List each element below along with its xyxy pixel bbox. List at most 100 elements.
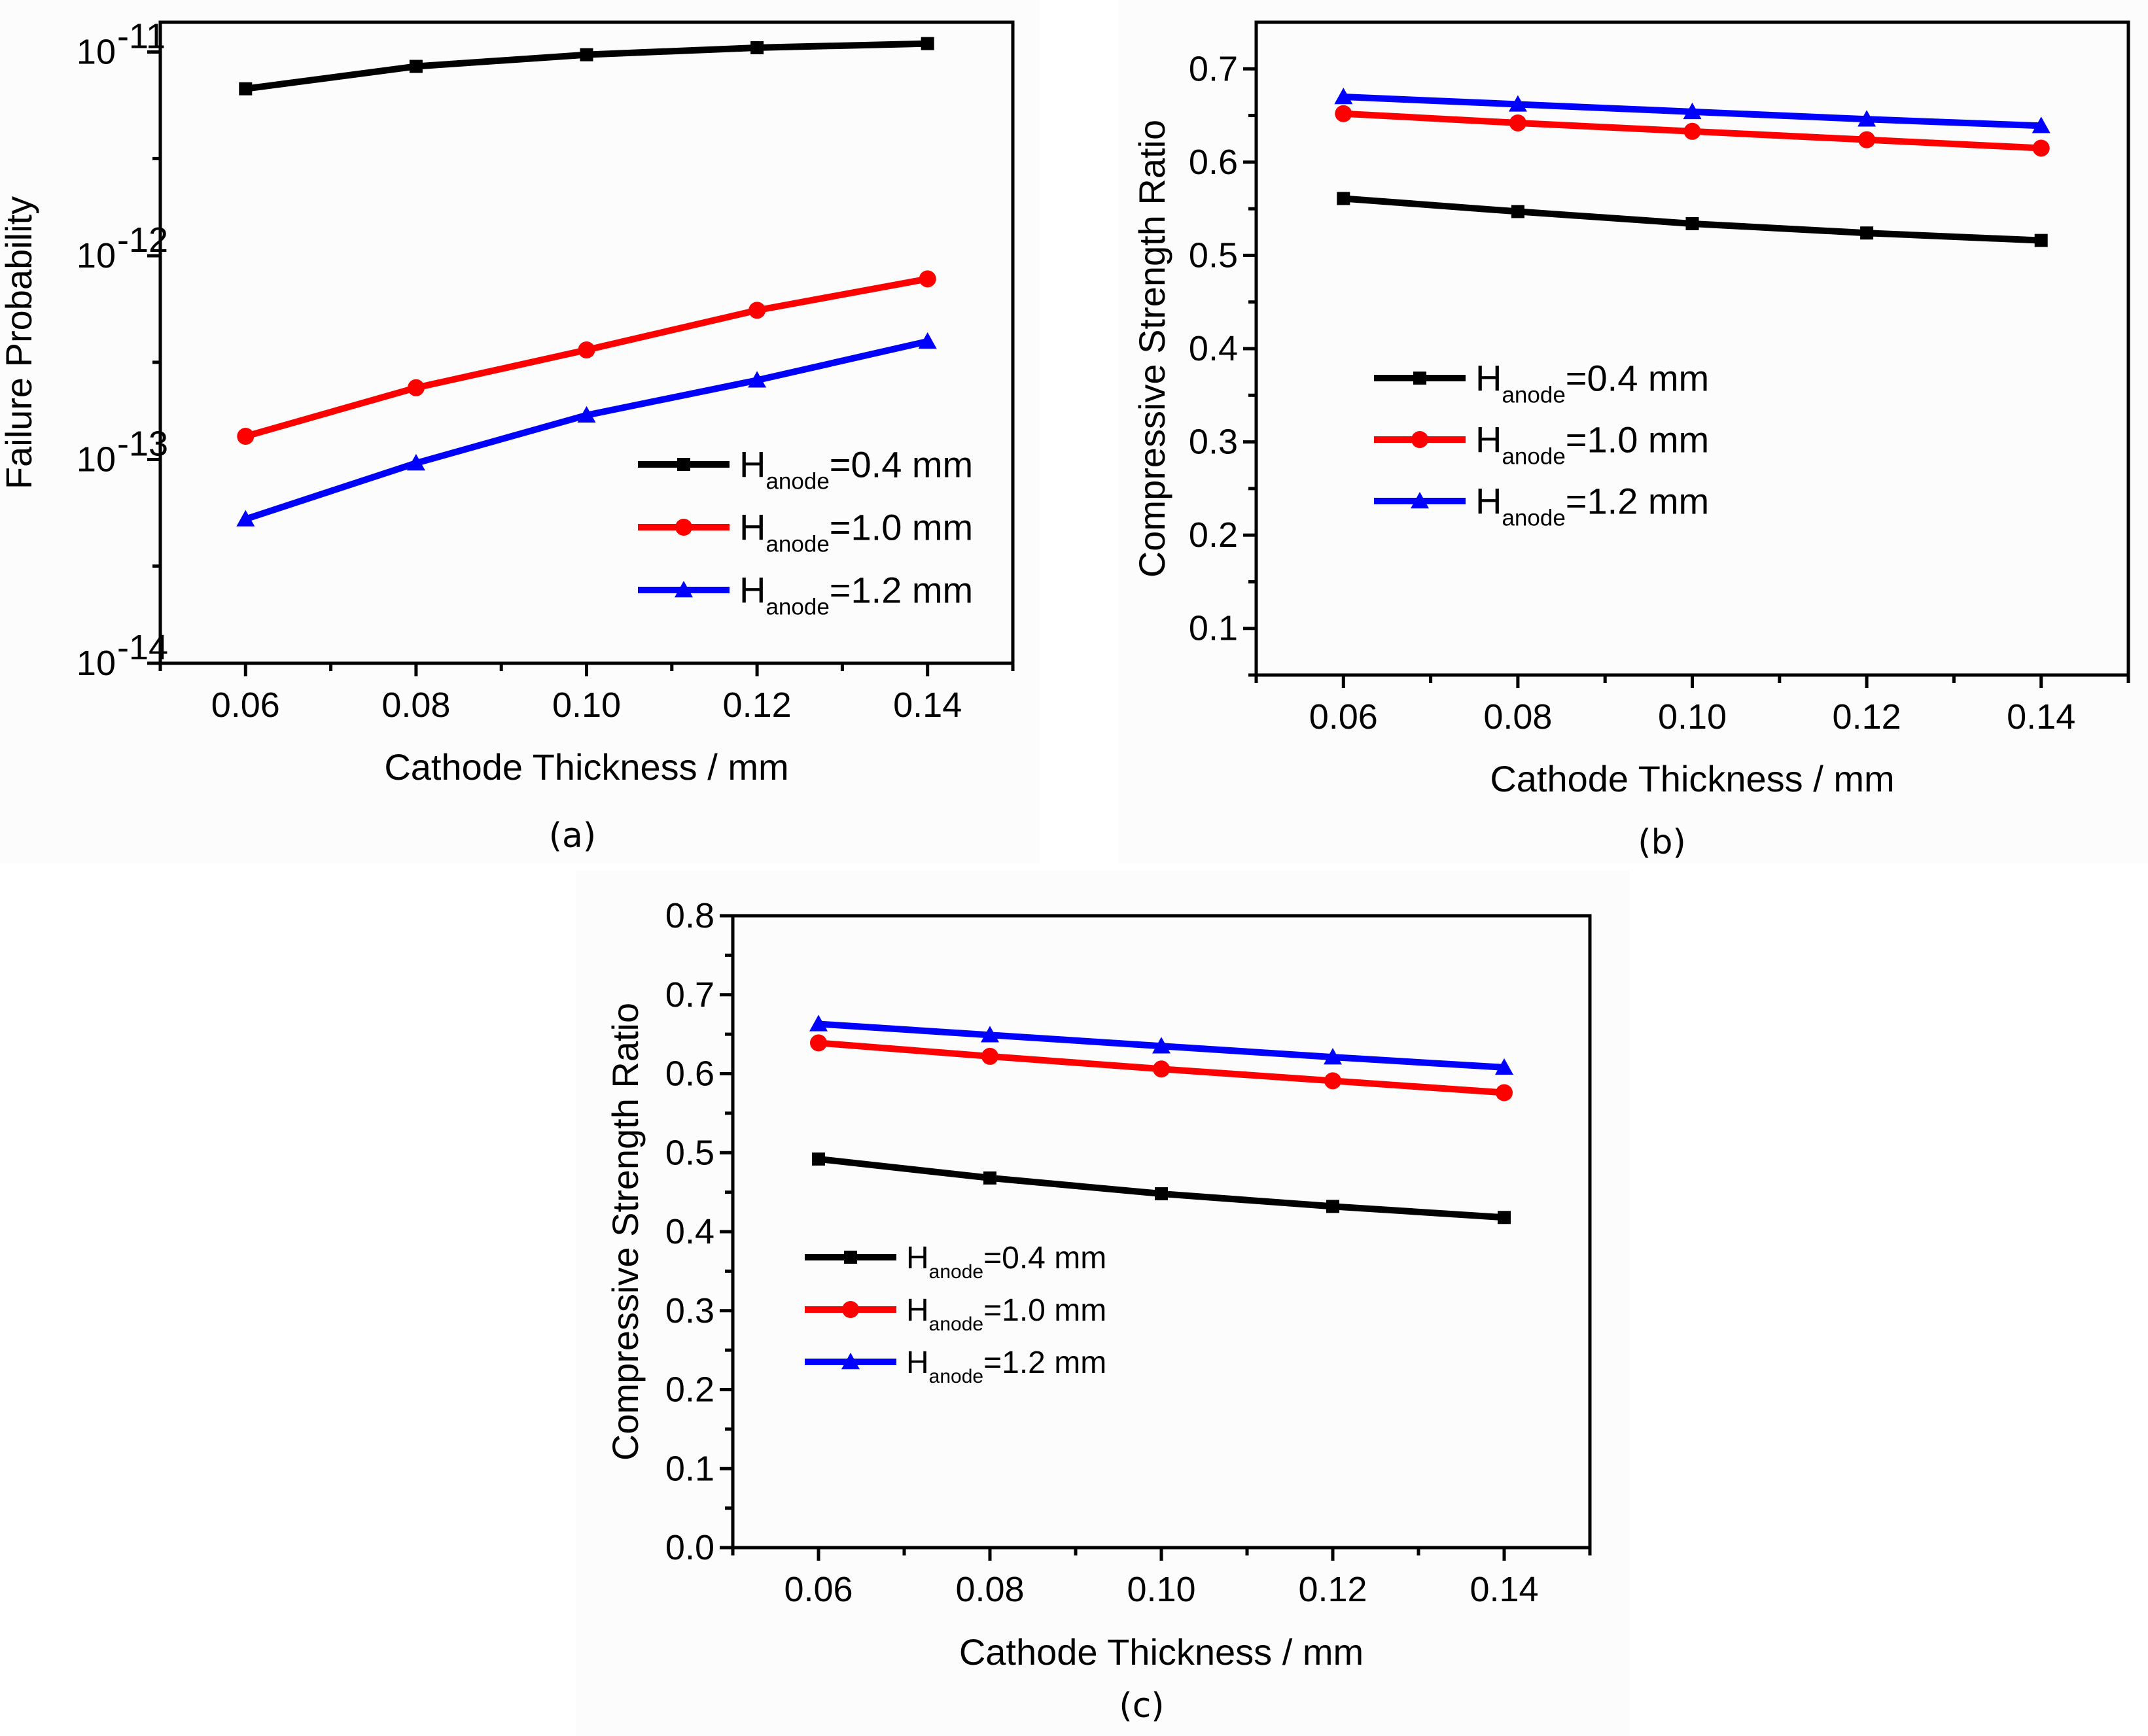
data-point: [407, 379, 425, 396]
legend-label-main: H: [1475, 419, 1502, 460]
data-point: [981, 1026, 999, 1043]
data-point: [1858, 131, 1876, 148]
series-1: [239, 37, 934, 95]
x-tick-label: 0.06: [1309, 697, 1378, 737]
legend-label: Hanode=1.2 mm: [1475, 481, 1709, 531]
legend-label-subscript: anode: [1502, 383, 1565, 408]
data-point: [1496, 1084, 1513, 1102]
legend-label-main: H: [906, 1241, 929, 1276]
legend-label: Hanode=1.2 mm: [906, 1345, 1106, 1387]
legend-label: Hanode=1.0 mm: [906, 1293, 1106, 1335]
x-axis-label: Cathode Thickness / mm: [1490, 758, 1894, 799]
data-point: [577, 406, 596, 423]
y-tick-label: 0.0: [665, 1528, 714, 1567]
x-tick-label: 0.12: [1833, 697, 1901, 737]
data-point: [2032, 139, 2050, 157]
data-point: [981, 1047, 998, 1065]
data-point: [1326, 1200, 1339, 1213]
legend-label: Hanode=1.0 mm: [739, 507, 973, 557]
legend-label-main: H: [739, 507, 766, 548]
data-point: [809, 1015, 828, 1032]
data-point: [1324, 1048, 1342, 1065]
y-axis-label: Compressive Strength Ratio: [1131, 120, 1172, 578]
y-tick-label: 0.2: [665, 1370, 714, 1410]
legend-label-subscript: anode: [1502, 506, 1565, 531]
data-point: [750, 41, 764, 54]
legend-label: Hanode=0.4 mm: [739, 444, 973, 495]
legend-label-main: H: [739, 444, 766, 485]
y-tick-label: 0.2: [1189, 515, 1238, 555]
y-tick-label: 0.8: [665, 896, 714, 935]
data-point: [1683, 122, 1701, 140]
x-tick-label: 0.14: [893, 686, 962, 725]
chart-b: 0.06 0.08 0.10 0.12 0.14 0.1 0.2 0.3 0.4 0.5 0.6 0.…: [1131, 20, 2130, 862]
legend-item: Hanode=1.0 mm: [805, 1293, 1106, 1335]
data-point: [1155, 1187, 1168, 1201]
y-tick-label: 0.5: [665, 1133, 714, 1172]
legend-label-suffix: =0.4 mm: [830, 444, 973, 485]
legend-label-subscript: anode: [766, 532, 829, 557]
data-point: [1152, 1037, 1171, 1054]
panel-caption: (a): [549, 816, 596, 856]
series-3: [1334, 88, 2051, 133]
series-2: [237, 270, 936, 445]
legend-label-subscript: anode: [929, 1366, 983, 1387]
legend-swatch-marker: [675, 581, 693, 598]
data-point: [1683, 102, 1702, 120]
x-tick-label: 0.10: [1127, 1570, 1195, 1609]
data-point: [1685, 217, 1699, 230]
y-tick-label: 10: [77, 440, 116, 479]
y-tick-label: 10: [77, 236, 116, 275]
legend-swatch-marker: [844, 1251, 857, 1264]
x-axis-label: Cathode Thickness / mm: [959, 1631, 1364, 1673]
data-point: [239, 82, 253, 95]
legend-label-subscript: anode: [929, 1313, 983, 1335]
data-point: [1508, 95, 1527, 112]
data-point: [236, 510, 255, 527]
legend-label-suffix: =1.2 mm: [830, 570, 973, 611]
legend-swatch-marker: [1411, 431, 1428, 448]
legend-swatch-marker: [842, 1301, 859, 1318]
data-point: [1857, 110, 1876, 127]
data-point: [1509, 114, 1526, 131]
data-point: [921, 37, 934, 50]
series-3: [809, 1015, 1513, 1075]
y-tick-label: 0.6: [665, 1054, 714, 1094]
series-1: [812, 1152, 1511, 1224]
legend-label: Hanode=0.4 mm: [1475, 358, 1709, 408]
data-point: [1334, 88, 1353, 105]
y-tick-label: 0.4: [1189, 329, 1238, 368]
legend-swatch-marker: [675, 519, 692, 536]
legend-swatch-marker: [1413, 372, 1426, 385]
y-tick-label: 0.5: [1189, 235, 1238, 275]
data-point: [983, 1171, 996, 1185]
legend-item: Hanode=1.2 mm: [805, 1345, 1106, 1387]
legend-label-subscript: anode: [766, 469, 829, 495]
data-point: [237, 428, 255, 445]
x-tick-label: 0.12: [1298, 1570, 1367, 1609]
y-tick-label: 0.1: [1189, 609, 1238, 648]
legend-item: Hanode=1.0 mm: [638, 507, 973, 557]
data-point: [1498, 1211, 1511, 1224]
data-point: [578, 341, 595, 358]
data-point: [810, 1034, 827, 1052]
x-tick-label: 0.10: [552, 686, 621, 725]
x-tick-label: 0.06: [784, 1570, 853, 1609]
x-tick-label: 0.14: [2007, 697, 2075, 737]
data-point: [1335, 105, 1352, 122]
legend-label: Hanode=1.0 mm: [1475, 419, 1709, 470]
series-1: [1337, 192, 2048, 247]
x-axis-label: Cathode Thickness / mm: [384, 746, 788, 788]
legend-label-suffix: =1.2 mm: [1566, 481, 1709, 522]
series-2: [1335, 105, 2050, 157]
legend-label-suffix: =0.4 mm: [983, 1241, 1106, 1276]
x-tick-label: 0.10: [1658, 697, 1727, 737]
legend-item: Hanode=0.4 mm: [1374, 358, 1709, 408]
data-point: [580, 48, 593, 61]
data-point: [748, 371, 767, 388]
legend-label: Hanode=1.2 mm: [739, 570, 973, 620]
legend-swatch-marker: [677, 458, 690, 471]
y-axis-label: Failure Probability: [0, 196, 39, 489]
x-tick-label: 0.12: [723, 686, 792, 725]
y-tick-exponent: -12: [117, 220, 168, 260]
